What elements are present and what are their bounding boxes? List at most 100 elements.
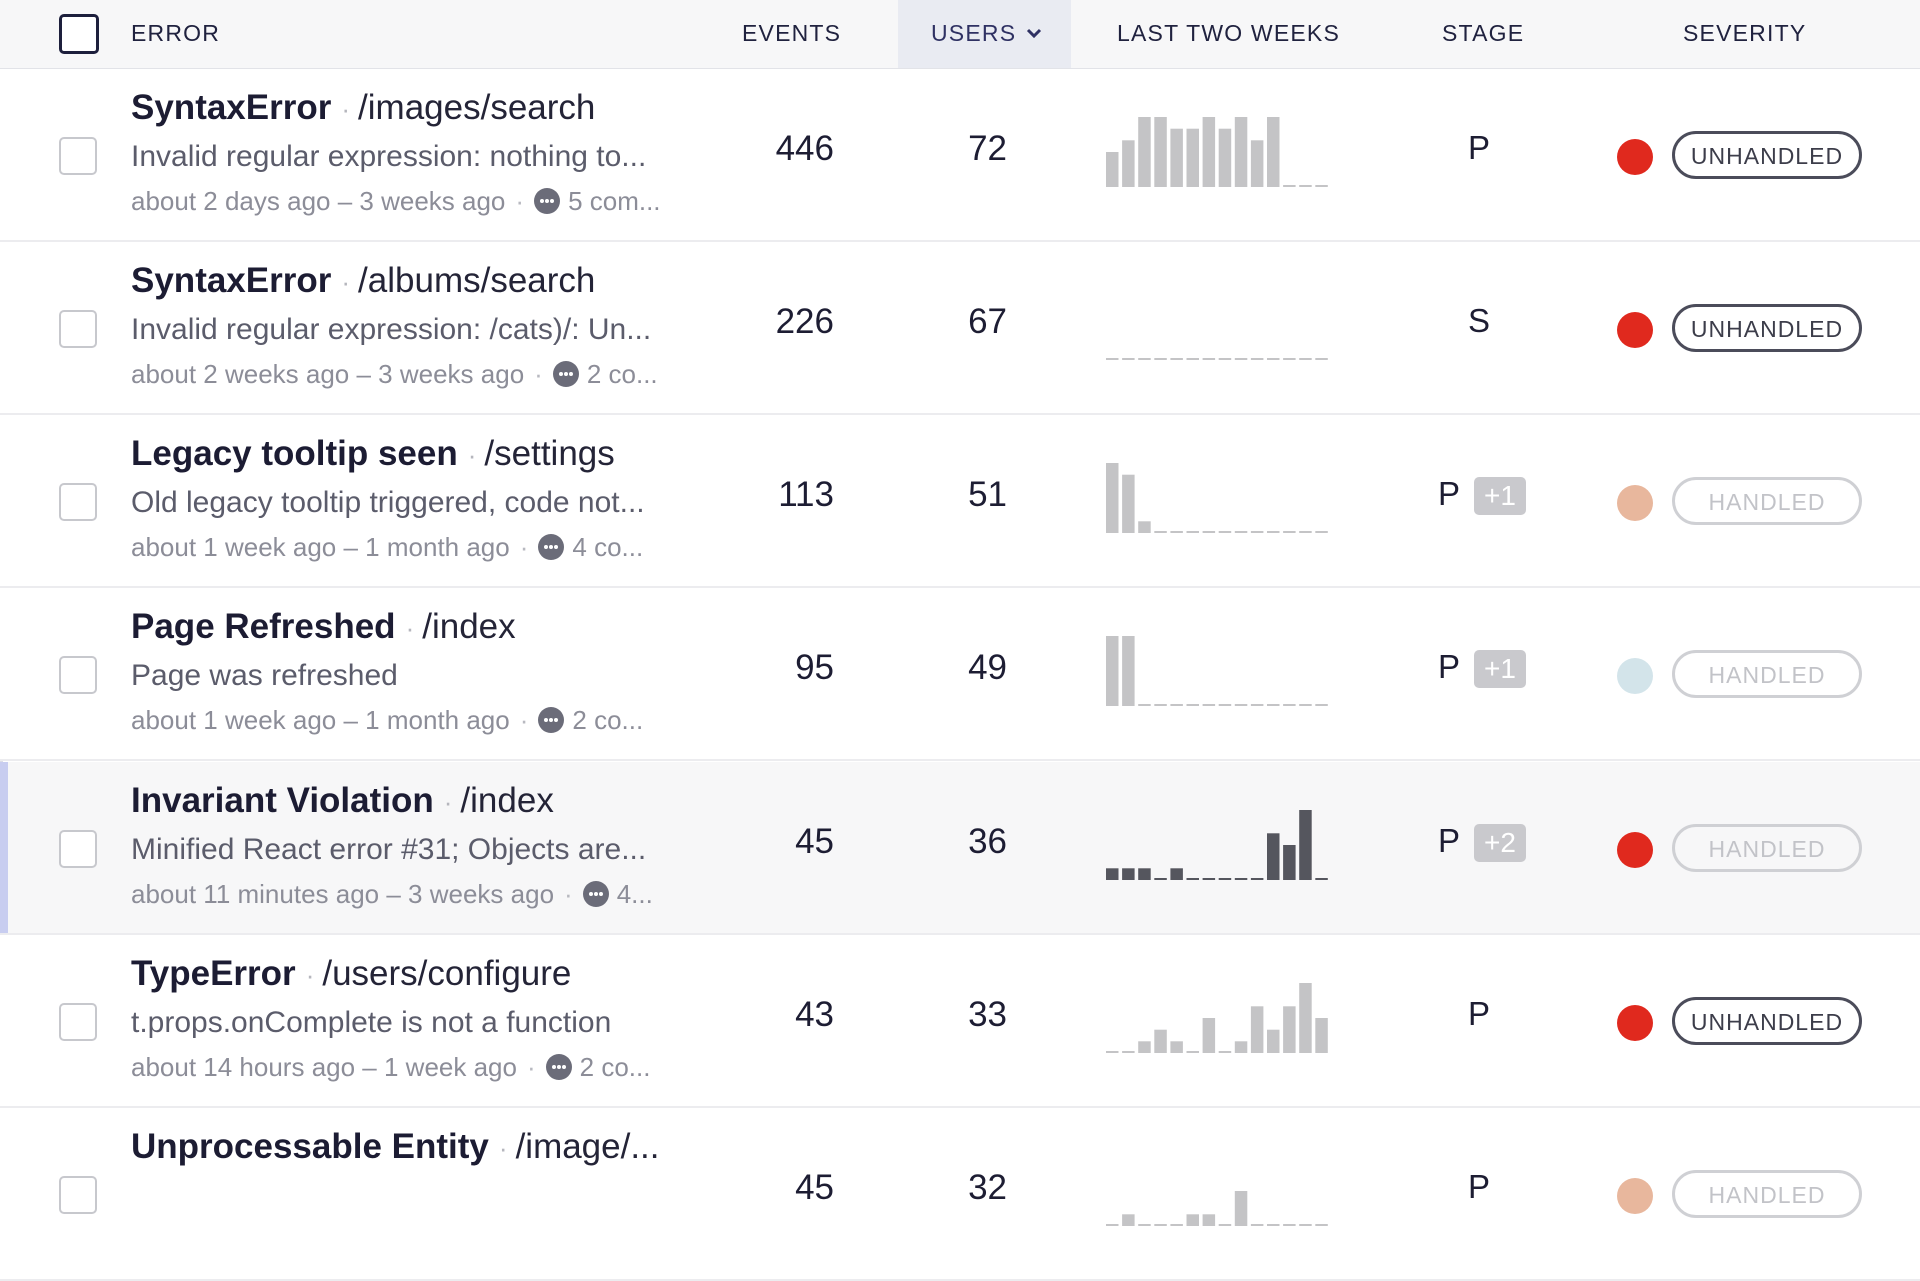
trend-baseline [1186,1051,1199,1053]
error-title[interactable]: TypeError ·/users/configure [131,954,571,994]
error-title[interactable]: Page Refreshed ·/index [131,607,516,647]
trend-bar [1170,1041,1183,1053]
select-all-checkbox[interactable] [59,14,99,54]
trend-baseline [1202,531,1216,533]
stage-extra-badge[interactable]: +1 [1474,477,1526,516]
comment-count[interactable]: 5 com... [568,186,661,216]
events-count: 45 [795,822,834,861]
trend-bar [1170,128,1183,187]
trend-baseline [1186,878,1199,880]
separator-dot: · [515,186,525,216]
row-checkbox[interactable] [59,656,97,694]
trend-bar [1267,1029,1280,1053]
error-title[interactable]: Unprocessable Entity ·/image/... [131,1127,660,1167]
trend-baseline [1218,1224,1232,1226]
error-row[interactable]: TypeError ·/users/configure t.props.onComp… [0,935,1920,1108]
trend-baseline [1202,358,1216,360]
row-checkbox[interactable] [59,137,97,175]
column-header-stage[interactable]: STAGE [1442,20,1525,46]
trend-baseline [1170,1224,1183,1226]
separator-dot: · [519,532,529,562]
comment-count[interactable]: 2 co... [572,705,644,735]
error-message: Old legacy tooltip triggered, code not..… [131,486,645,519]
trend-baseline [1186,704,1199,706]
users-count: 36 [968,822,1007,861]
comment-count[interactable]: 2 co... [586,359,658,389]
error-class: SyntaxError [131,88,332,127]
severity-indicator [1617,485,1653,521]
handled-status-badge: HANDLED [1672,477,1862,525]
column-header-events[interactable]: EVENTS [742,20,842,46]
column-header-error[interactable]: ERROR [131,20,221,46]
trend-bar [1202,1214,1216,1226]
comment-count[interactable]: 4... [616,879,653,909]
row-checkbox[interactable] [59,830,97,868]
error-class: Legacy tooltip seen [131,434,458,473]
time-range: about 1 week ago – 1 month ago [131,532,510,562]
severity-indicator [1617,312,1653,348]
error-class: SyntaxError [131,261,332,300]
error-class: Invariant Violation [131,781,434,820]
trend-baseline [1218,1051,1232,1053]
error-row[interactable]: Legacy tooltip seen ·/settings Old legacy … [0,415,1920,588]
row-checkbox[interactable] [59,483,97,521]
error-title[interactable]: Invariant Violation ·/index [131,781,554,821]
stage-extra-badge[interactable]: +2 [1474,824,1526,863]
row-checkbox[interactable] [59,310,97,348]
trend-baseline [1106,1051,1119,1053]
row-checkbox[interactable] [59,1003,97,1041]
trend-baseline [1315,1224,1328,1226]
users-count: 32 [968,1168,1007,1207]
events-count: 226 [775,302,834,341]
error-title[interactable]: Legacy tooltip seen ·/settings [131,434,615,474]
error-row[interactable]: Invariant Violation ·/index Minified React… [0,762,1920,935]
stage-label: P [1438,475,1461,512]
trend-bar [1250,140,1264,187]
trend-baseline [1299,704,1312,706]
error-message: Page was refreshed [131,659,398,692]
trend-bar [1299,983,1312,1053]
comment-count[interactable]: 4 co... [572,532,644,562]
error-title[interactable]: SyntaxError ·/images/search [131,88,595,128]
row-checkbox[interactable] [59,1176,97,1214]
stage-cell: P [1468,995,1490,1033]
error-meta: about 2 days ago – 3 weeks ago · 5 com... [131,186,661,217]
users-count: 67 [968,302,1007,341]
stage-cell: P [1468,129,1490,167]
column-header-severity[interactable]: SEVERITY [1683,20,1807,46]
trend-baseline [1106,358,1119,360]
trend-sparkline [1106,117,1328,187]
trend-bar [1106,868,1119,880]
handled-status-badge: UNHANDLED [1672,304,1862,352]
trend-baseline [1170,358,1183,360]
comment-count[interactable]: 2 co... [579,1052,651,1082]
trend-baseline [1218,704,1232,706]
trend-bar [1234,117,1248,187]
stage-extra-badge[interactable]: +1 [1474,650,1526,689]
error-title[interactable]: SyntaxError ·/albums/search [131,261,595,301]
comment-icon [534,188,561,214]
severity-indicator [1617,1005,1653,1041]
trend-bar [1122,1214,1135,1226]
trend-bar [1170,868,1183,880]
column-header-last-two-weeks[interactable]: LAST TWO WEEKS [1117,20,1340,46]
error-context-path: /index [460,781,554,820]
users-count: 51 [968,475,1007,514]
trend-baseline [1315,878,1328,880]
table-header: ERROR EVENTS USERS LAST TWO WEEKS STAGE … [0,0,1920,70]
trend-sparkline [1106,1191,1328,1226]
trend-baseline [1122,358,1135,360]
error-row[interactable]: Page Refreshed ·/index Page was refreshed a… [0,588,1920,761]
trend-bar [1106,463,1119,533]
trend-baseline [1138,358,1151,360]
error-class: Page Refreshed [131,607,396,646]
error-message: Minified React error #31; Objects are... [131,833,647,866]
error-row[interactable]: SyntaxError ·/images/search Invalid regula… [0,69,1920,242]
trend-bar [1234,1191,1248,1226]
stage-label: S [1468,302,1491,339]
trend-baseline [1250,358,1264,360]
column-header-users[interactable]: USERS [898,0,1071,68]
separator-dot: · [341,267,351,298]
users-count: 33 [968,995,1007,1034]
error-row[interactable]: SyntaxError ·/albums/search Invalid regula… [0,242,1920,415]
